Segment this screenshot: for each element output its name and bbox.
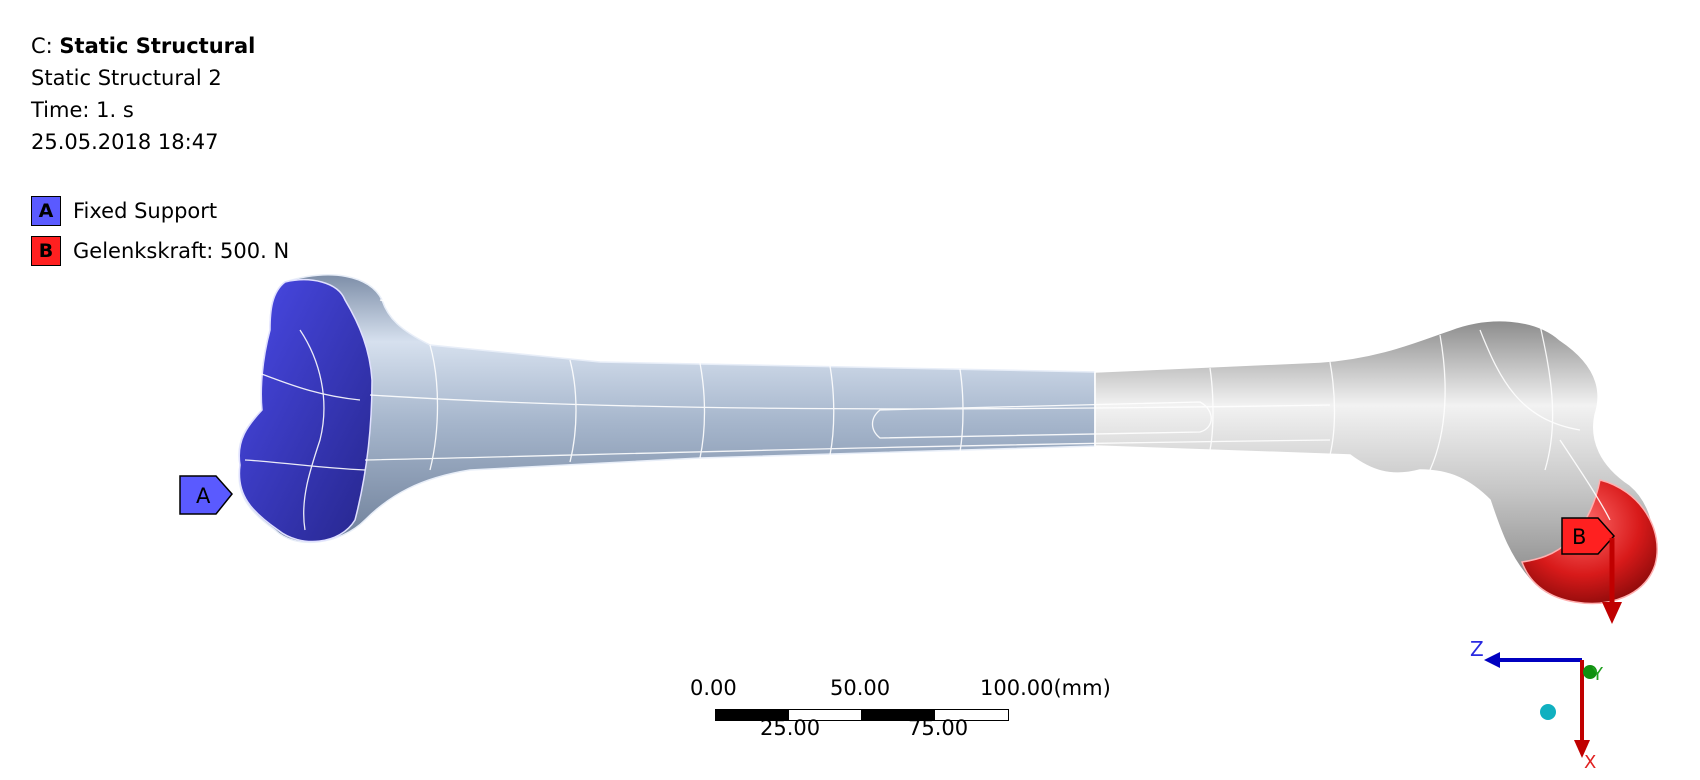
scale-label-75: 75.00 [908,716,969,740]
legend-key-a: A [31,196,61,226]
analysis-info: C: Static Structural Static Structural 2… [31,30,255,158]
callout-a[interactable]: A [178,474,238,518]
scale-segment-4 [934,709,1009,721]
time-label: Time: 1. s [31,98,134,122]
analysis-prefix: C: [31,34,60,58]
callout-b-label: B [1572,525,1586,549]
callout-b[interactable]: B [1560,516,1640,626]
legend-key-b: B [31,236,61,266]
scale-label-100: 100.00(mm) [980,676,1111,700]
axis-triad[interactable]: Z X Y [1470,640,1610,770]
load-arrow-head [1602,602,1622,624]
timestamp: 25.05.2018 18:47 [31,130,219,154]
analysis-title: C: Static Structural [31,30,255,62]
analysis-subtitle: Static Structural 2 [31,66,222,90]
legend-label-load: Gelenkskraft: 500. N [73,239,290,263]
scale-label-50: 50.00 [830,676,891,700]
legend-item-load[interactable]: B Gelenkskraft: 500. N [31,231,289,271]
scale-label-25: 25.00 [760,716,821,740]
legend-label-fixed-support: Fixed Support [73,199,218,223]
mesh-lines [244,299,1611,531]
triad-origin-sphere [1540,704,1556,720]
z-axis-head [1484,652,1500,668]
callout-a-label: A [196,484,211,508]
scale-label-0: 0.00 [690,676,737,700]
analysis-name: Static Structural [59,34,256,58]
boundary-legend: A Fixed Support B Gelenkskraft: 500. N [31,191,289,271]
x-axis-head [1574,740,1590,758]
x-axis-label: X [1584,752,1596,770]
y-axis-label: Y [1591,664,1604,685]
scale-bar: 0.00 50.00 100.00(mm) 25.00 75.00 [690,676,1111,740]
legend-item-fixed-support[interactable]: A Fixed Support [31,191,289,231]
z-axis-label: Z [1470,640,1484,661]
y-axis-dot [1583,665,1597,679]
fixed-support-face [238,279,373,543]
